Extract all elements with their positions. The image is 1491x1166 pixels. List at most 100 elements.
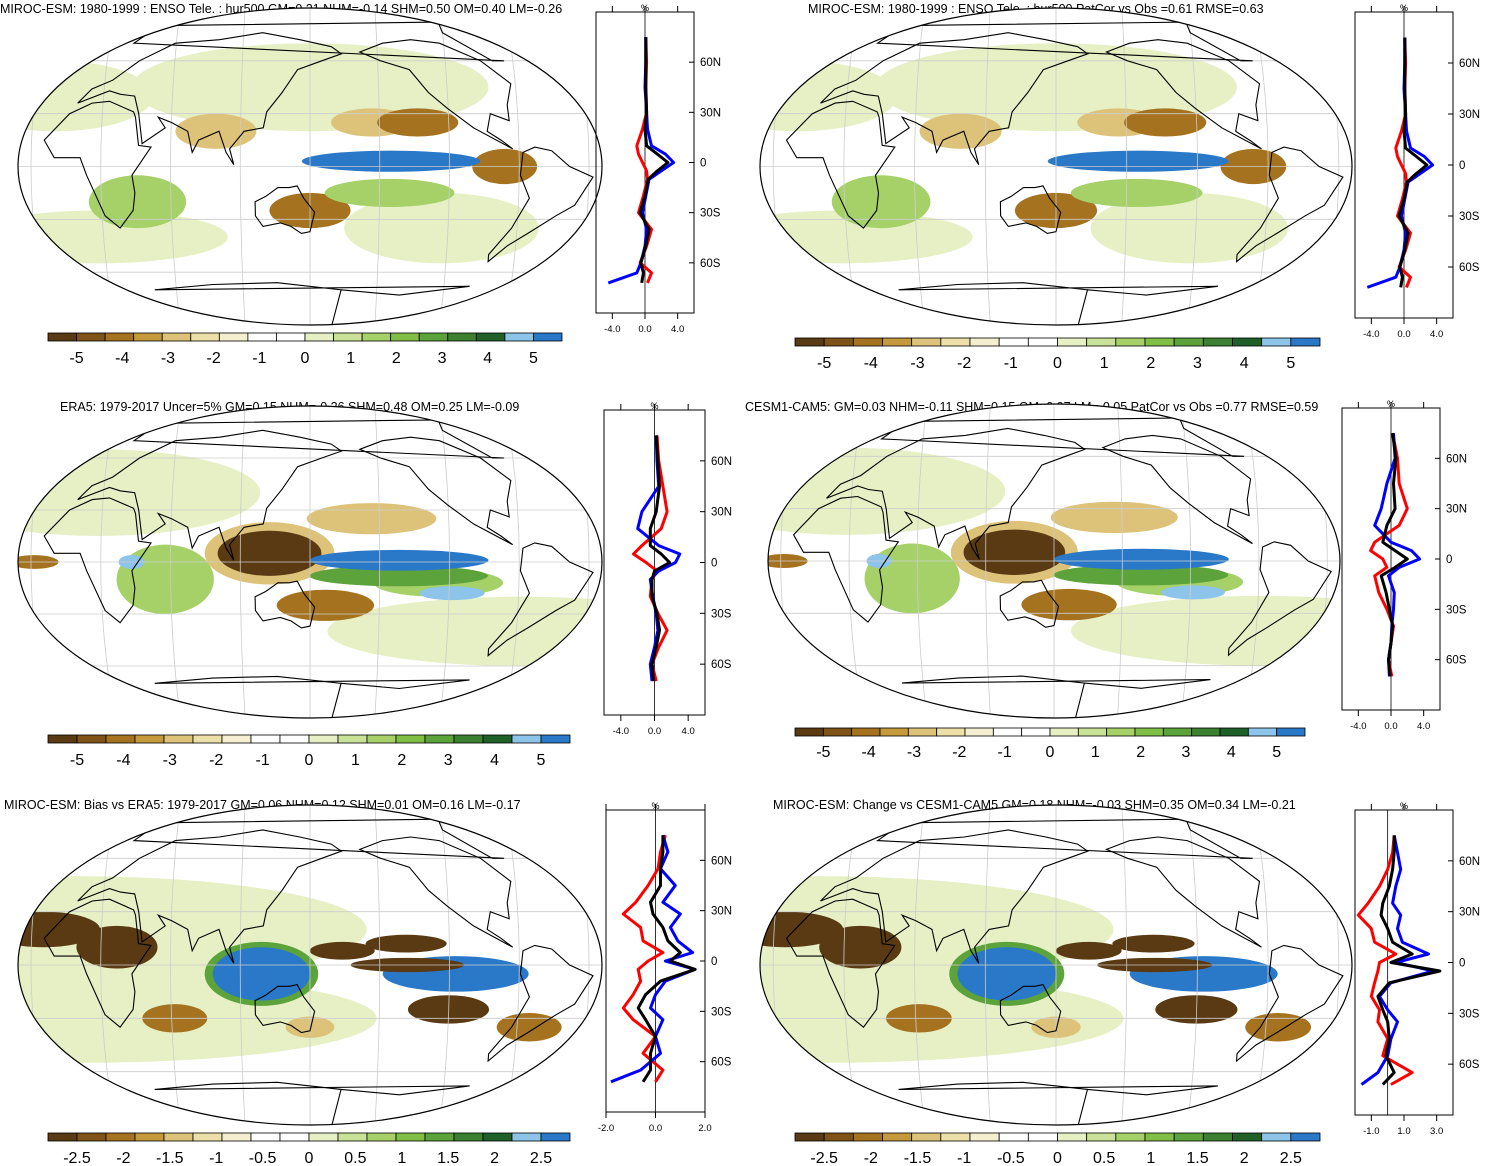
colorbar-swatch — [1290, 1132, 1321, 1142]
colorbar-swatch — [308, 1132, 339, 1142]
lat-tick-label: 60S — [711, 1057, 732, 1069]
unit-label: % — [1400, 3, 1408, 13]
colorbar-swatch — [221, 1132, 252, 1142]
lat-tick-label: 30S — [700, 208, 721, 220]
colorbar-tick-label: 2 — [490, 1150, 499, 1166]
colorbar: -2.5 -2 -1.5 -1 -0.5 0 0.5 1 1.5 2 2.5 — [47, 1132, 571, 1166]
field-blob — [309, 941, 375, 960]
field-blob — [1245, 1012, 1312, 1042]
colorbar-tick-label: 4 — [1227, 744, 1236, 761]
x-tick-label: -4.0 — [604, 324, 620, 335]
colorbar-tick-label: 0 — [305, 752, 314, 769]
lat-tick-label: 30N — [711, 906, 732, 918]
colorbar-tick-label: 2.5 — [530, 1150, 552, 1166]
colorbar-swatch — [47, 1132, 78, 1142]
zonal-mean-series — [1356, 835, 1414, 1086]
colorbar-swatch — [822, 727, 853, 737]
panel-5: MIROC-ESM: Bias vs ERA5: 1979-2017 GM=0.… — [4, 798, 732, 1166]
map-border — [759, 7, 1353, 326]
colorbar-swatch — [337, 1132, 368, 1142]
x-tick-label: 0.0 — [1384, 721, 1397, 732]
panel-4: CESM1-CAM5: GM=0.03 NHM=-0.11 SHM=0.15 O… — [745, 399, 1467, 761]
colorbar-swatch — [76, 734, 107, 744]
colorbar-tick-label: 1 — [351, 752, 360, 769]
unit-label: % — [1387, 399, 1395, 409]
colorbar-tick-label: 3 — [1193, 355, 1202, 372]
x-tick-label: -4.0 — [1363, 329, 1379, 340]
coastlines — [43, 818, 594, 1125]
colorbar-swatch — [366, 1132, 397, 1142]
colorbar-swatch — [361, 332, 392, 342]
colorbar-swatch — [333, 332, 363, 342]
lat-tick-label: 30N — [711, 507, 732, 519]
colorbar-swatch — [1232, 337, 1263, 347]
colorbar-tick-label: -2 — [209, 752, 223, 769]
map-border — [759, 804, 1353, 1126]
colorbar-tick-label: 0.5 — [1093, 1150, 1115, 1166]
colorbar-tick-label: -1 — [1004, 355, 1018, 372]
colorbar-tick-label: 1.5 — [1186, 1150, 1208, 1166]
panel-6: MIROC-ESM: Change vs CESM1-CAM5 GM=0.18 … — [759, 798, 1480, 1166]
colorbar-swatch — [1086, 1132, 1117, 1142]
lat-tick-label: 30N — [1446, 504, 1467, 516]
zonal-mean-plot: 60N 30N 0 30S 60S -4.0 0.0 4.0% — [1354, 3, 1480, 340]
colorbar-tick-label: 2.5 — [1280, 1150, 1302, 1166]
colorbar-tick-label: -4 — [864, 355, 878, 372]
lat-tick-label: 60N — [711, 855, 732, 867]
field-blob — [1124, 108, 1207, 137]
colorbar-swatch — [1134, 727, 1164, 737]
x-tick-label: -1.0 — [1363, 1126, 1379, 1137]
colorbar: -2.5 -2 -1.5 -1 -0.5 0 0.5 1 1.5 2 2.5 — [794, 1132, 1321, 1166]
colorbar: -5 -4 -3 -2 -1 0 1 2 3 4 5 — [47, 332, 563, 367]
field-blob — [1050, 501, 1178, 534]
colorbar-swatch — [852, 1132, 883, 1142]
colorbar-tick-label: 4 — [483, 350, 492, 367]
field-blob — [18, 911, 101, 948]
colorbar-swatch — [1077, 727, 1108, 737]
colorbar-swatch — [1202, 337, 1233, 347]
colorbar-swatch — [366, 734, 397, 744]
x-tick-label: 2.0 — [698, 1123, 711, 1134]
colorbar-tick-label: 1 — [397, 1150, 406, 1166]
zonal-mean-series — [636, 435, 682, 682]
field-blob — [365, 934, 447, 953]
colorbar-tick-label: -5 — [817, 355, 831, 372]
colorbar-tick-label: -2 — [116, 1150, 130, 1166]
zonal-mean-plot: 60N 30N 0 30S 60S -4.0 0.0 4.0% — [595, 3, 721, 335]
colorbar-swatch — [76, 1132, 107, 1142]
colorbar-tick-label: 3 — [438, 350, 447, 367]
colorbar-tick-label: 2 — [1136, 744, 1145, 761]
colorbar-tick-label: -4 — [116, 752, 130, 769]
colorbar-swatch — [190, 332, 220, 342]
lat-tick-label: 60S — [1459, 262, 1480, 274]
lat-tick-label: 30S — [711, 1006, 732, 1018]
colorbar-swatch — [882, 1132, 913, 1142]
lat-tick-label: 30S — [1446, 604, 1467, 616]
colorbar-swatch — [882, 337, 913, 347]
colorbar-tick-label: 5 — [1286, 355, 1295, 372]
colorbar-tick-label: 1.5 — [437, 1150, 459, 1166]
lat-tick-label: 30N — [1459, 907, 1480, 919]
map — [760, 805, 1352, 1125]
colorbar-tick-label: 5 — [1272, 744, 1281, 761]
lat-tick-label: 0 — [1446, 554, 1452, 566]
colorbar-tick-label: 0 — [305, 1150, 314, 1166]
colorbar-swatch — [1261, 337, 1292, 347]
colorbar-tick-label: 1 — [1100, 355, 1109, 372]
lat-tick-label: 60S — [711, 659, 732, 671]
colorbar-swatch — [390, 332, 420, 342]
colorbar-tick-label: 0 — [1053, 355, 1062, 372]
x-tick-label: 4.0 — [1417, 721, 1430, 732]
colorbar-tick-label: -1.5 — [904, 1150, 932, 1166]
colorbar-swatch — [482, 734, 513, 744]
field-blob — [760, 911, 844, 948]
colorbar-tick-label: -0.5 — [249, 1150, 277, 1166]
field-blob — [18, 449, 261, 536]
x-tick-label: 0.0 — [1397, 329, 1410, 340]
zonal-mean-plot: 60N 30N 0 30S 60S -4.0 0.0 4.0% — [603, 401, 732, 737]
colorbar-swatch — [221, 734, 252, 744]
field-blob — [768, 447, 1006, 535]
colorbar: -5 -4 -3 -2 -1 0 1 2 3 4 5 — [794, 727, 1306, 761]
x-tick-label: 4.0 — [1430, 329, 1443, 340]
